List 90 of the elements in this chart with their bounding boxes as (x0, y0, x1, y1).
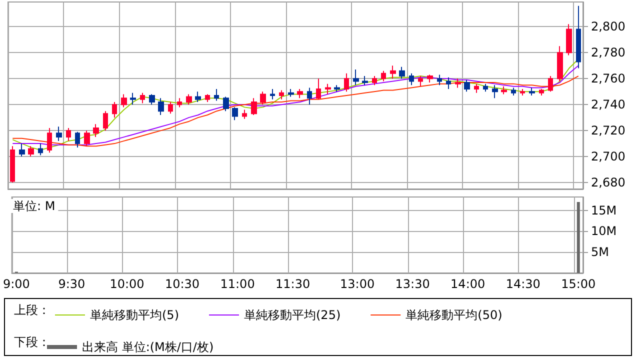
candlestick (501, 86, 507, 95)
x-tick-label: 11:00 (220, 277, 255, 291)
candlestick (325, 83, 331, 95)
candlestick (19, 143, 25, 158)
candlestick (28, 146, 34, 158)
candlestick (177, 98, 182, 108)
y-tick-label: 10M (591, 224, 617, 238)
candlestick (539, 88, 544, 96)
x-tick-label: 13:30 (395, 277, 430, 291)
candlestick (427, 74, 433, 84)
candlestick (576, 5, 581, 69)
x-tick-label: 9:00 (2, 277, 30, 291)
candlestick (223, 96, 229, 112)
candlestick (38, 143, 43, 156)
candlestick (75, 131, 80, 148)
candlestick (399, 66, 405, 80)
legend-title: 上段： (14, 303, 50, 317)
y-tick-label: 2,780 (591, 46, 626, 60)
candlestick (483, 83, 488, 92)
candlestick (566, 24, 572, 56)
candlestick (168, 101, 173, 114)
candlestick (390, 65, 396, 80)
candlestick (130, 92, 136, 106)
legend-label: 単純移動平均(50) (406, 308, 502, 322)
x-tick-label: 14:30 (506, 277, 540, 291)
y-tick-label: 5M (591, 245, 609, 260)
legend-label: 単純移動平均(5) (90, 308, 179, 322)
candlestick (511, 87, 516, 96)
x-tick-label: 10:30 (164, 277, 200, 291)
y-tick-label: 2,800 (591, 20, 626, 34)
candlestick (520, 88, 525, 96)
candlestick (214, 88, 219, 102)
candlestick (232, 106, 238, 121)
x-tick-label: 13:00 (340, 277, 375, 291)
candlestick (186, 94, 192, 106)
candlestick (418, 76, 423, 87)
candlestick (316, 78, 321, 100)
candlestick (149, 94, 155, 106)
candlestick (372, 76, 377, 86)
x-tick-label: 14:00 (450, 277, 486, 291)
candlestick (353, 69, 359, 86)
candlestick (260, 91, 266, 106)
candlestick (529, 87, 535, 96)
candlestick (334, 84, 340, 92)
y-tick-label: 2,680 (591, 176, 626, 190)
candlestick (205, 94, 210, 102)
candlestick (84, 130, 90, 147)
candlestick (464, 79, 470, 92)
candlestick (103, 110, 108, 132)
candlestick (307, 87, 312, 106)
candlestick (56, 126, 62, 142)
candlestick (344, 72, 349, 92)
y-tick-label: 2,760 (591, 72, 626, 86)
y-tick-label: 15M (591, 203, 617, 218)
candlestick (548, 76, 553, 92)
y-tick-label: 2,740 (591, 98, 626, 112)
candlestick (557, 46, 563, 82)
candlestick (381, 70, 386, 82)
candlestick (492, 84, 498, 99)
x-tick-label: 10:00 (110, 277, 144, 291)
candlestick (47, 127, 52, 154)
y-tick-label: 2,720 (591, 124, 626, 138)
candlestick (297, 88, 303, 99)
candlestick (474, 83, 479, 94)
candlestick (270, 88, 275, 100)
legend-label: 出来高 単位:(M株/口/枚) (82, 340, 214, 354)
candlestick (242, 109, 247, 120)
candlestick (66, 127, 71, 142)
candlestick (10, 146, 15, 184)
candlestick (409, 72, 414, 86)
x-tick-label: 9:30 (58, 277, 86, 291)
candlestick (251, 98, 257, 116)
candlestick (362, 76, 368, 86)
candlestick (140, 92, 145, 104)
candlestick (455, 78, 461, 88)
x-tick-label: 15:00 (561, 277, 596, 291)
candlestick (121, 94, 127, 108)
candlestick (158, 98, 164, 116)
candlestick (195, 91, 201, 102)
legend-label: 単純移動平均(25) (244, 308, 341, 322)
y-tick-label: 2,700 (591, 150, 626, 164)
candlestick (437, 74, 442, 86)
legend-title: 下段： (14, 335, 50, 349)
x-tick-label: 11:30 (276, 277, 310, 291)
annotation: 単位: M (13, 199, 56, 213)
candlestick (446, 76, 451, 90)
candlestick (288, 88, 294, 98)
candlestick (112, 101, 117, 118)
candlestick (279, 90, 284, 100)
candlestick (93, 124, 99, 138)
